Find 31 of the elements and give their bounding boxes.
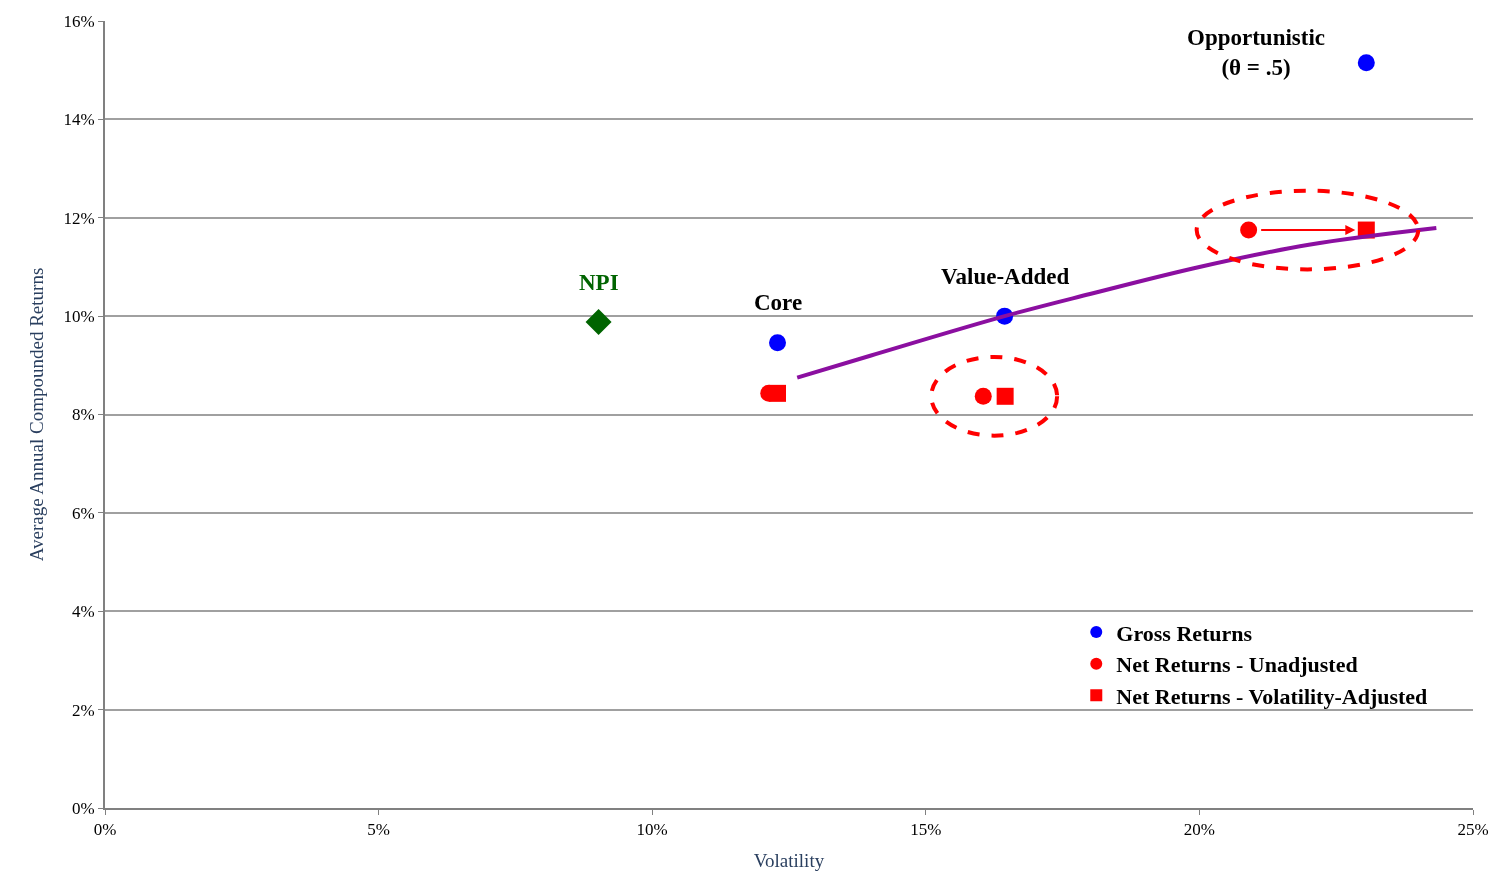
- point: [585, 309, 612, 336]
- annotation: Core: [754, 290, 803, 315]
- point: [769, 334, 787, 352]
- annotation: Opportunistic (θ = .5): [1187, 25, 1326, 80]
- y-tick-label: 0%: [71, 798, 95, 818]
- y-axis-title: Average Annual Compounded Returns: [25, 267, 47, 562]
- annotation: Value-Added: [941, 264, 1070, 289]
- legend-label: Gross Returns: [1116, 620, 1253, 646]
- y-tick-label: 14%: [63, 110, 95, 130]
- x-tick-label: 5%: [367, 820, 390, 840]
- x-tick-label: 10%: [636, 820, 668, 840]
- x-tick-label: 20%: [1183, 820, 1215, 840]
- y-tick-label: 8%: [71, 405, 95, 425]
- point: [996, 387, 1014, 405]
- annotation: NPI: [579, 270, 619, 295]
- y-tick-label: 2%: [71, 700, 95, 720]
- legend-label: Net Returns - Volatility-Adjusted: [1116, 683, 1428, 709]
- point: [974, 387, 992, 405]
- x-tick-label: 15%: [910, 820, 942, 840]
- y-tick-label: 16%: [63, 11, 95, 31]
- y-tick-label: 6%: [71, 503, 95, 523]
- point: [769, 384, 787, 402]
- point: [1240, 221, 1258, 239]
- point: [1357, 54, 1375, 72]
- x-axis-title: Volatility: [753, 849, 825, 871]
- x-tick-label: 25%: [1457, 820, 1489, 840]
- y-tick-label: 4%: [71, 602, 95, 622]
- y-tick-label: 10%: [63, 307, 95, 327]
- y-tick-label: 12%: [63, 208, 95, 228]
- legend-label: Net Returns - Unadjusted: [1116, 652, 1358, 678]
- x-tick-label: 0%: [93, 820, 117, 840]
